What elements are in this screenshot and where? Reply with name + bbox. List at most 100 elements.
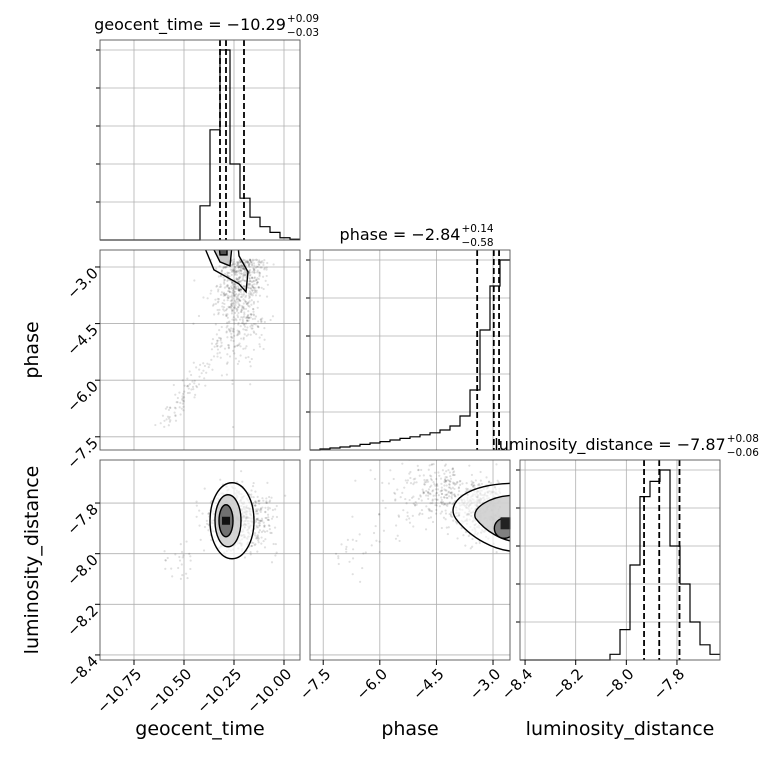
scatter-point <box>232 302 235 305</box>
scatter-point <box>250 493 253 496</box>
scatter-point <box>237 285 240 288</box>
scatter-point <box>253 271 256 274</box>
scatter-point <box>243 323 246 327</box>
scatter-point <box>173 406 177 409</box>
scatter-point <box>189 555 192 558</box>
scatter-point <box>254 289 257 292</box>
scatter-point <box>264 506 267 509</box>
scatter-point <box>243 322 246 325</box>
scatter-point <box>470 480 473 483</box>
scatter-point <box>230 302 234 305</box>
scatter-point <box>257 499 260 502</box>
scatter-point <box>216 341 219 345</box>
scatter-point <box>440 489 444 492</box>
scatter-point <box>245 334 248 337</box>
scatter-point <box>224 294 227 297</box>
scatter-point <box>235 273 238 276</box>
scatter-point <box>246 261 249 265</box>
scatter-point <box>257 320 260 323</box>
scatter-point <box>387 482 391 485</box>
scatter-point <box>203 487 206 490</box>
scatter-point <box>440 482 443 485</box>
scatter-point <box>427 494 430 497</box>
scatter-point <box>431 502 434 505</box>
scatter-point <box>227 328 231 331</box>
scatter-point <box>432 462 435 466</box>
scatter-point <box>227 321 230 324</box>
scatter-point <box>250 299 253 302</box>
scatter-point <box>178 406 181 409</box>
scatter-point <box>180 550 184 554</box>
scatter-point <box>187 384 190 387</box>
scatter-point <box>263 320 266 324</box>
scatter-point <box>409 476 412 480</box>
scatter-point <box>452 519 455 522</box>
scatter-point <box>237 360 241 363</box>
scatter-point <box>444 479 447 482</box>
scatter-point <box>495 551 498 554</box>
scatter-point <box>188 370 191 373</box>
scatter-point <box>220 291 224 294</box>
scatter-point <box>237 281 241 284</box>
scatter-point <box>230 281 234 284</box>
scatter-point <box>240 308 243 312</box>
scatter-point <box>238 318 242 321</box>
scatter-point <box>226 273 229 276</box>
scatter-point <box>241 265 245 268</box>
scatter-point <box>440 496 443 499</box>
scatter-point <box>473 484 476 487</box>
scatter-point <box>226 284 229 287</box>
scatter-point <box>238 303 241 307</box>
scatter-point <box>384 506 387 510</box>
scatter-point <box>257 526 260 529</box>
scatter-point <box>250 541 253 544</box>
scatter-point <box>467 534 470 538</box>
scatter-point <box>260 508 263 512</box>
scatter-point <box>218 351 221 354</box>
scatter-point <box>228 290 232 294</box>
y-tick-label: −8.2 <box>63 601 101 639</box>
scatter-point <box>199 538 202 541</box>
scatter-point <box>204 384 207 387</box>
scatter-point <box>256 306 259 309</box>
scatter-point <box>452 467 455 471</box>
scatter-point <box>254 532 257 535</box>
scatter-point <box>216 297 219 300</box>
scatter-point <box>253 269 256 272</box>
scatter-point <box>447 486 451 489</box>
scatter-point <box>256 265 260 268</box>
scatter-point <box>201 512 204 515</box>
scatter-point <box>253 288 256 292</box>
scatter-point <box>230 305 233 308</box>
scatter-point <box>445 476 449 479</box>
scatter-point <box>258 519 261 522</box>
scatter-point <box>233 299 237 302</box>
scatter-point <box>237 266 241 269</box>
scatter-point <box>233 269 237 272</box>
scatter-point <box>164 407 168 410</box>
scatter-point <box>219 274 222 277</box>
scatter-point <box>258 275 261 278</box>
scatter-point <box>256 536 260 539</box>
scatter-point <box>226 265 229 268</box>
scatter-point <box>448 512 451 516</box>
density-peak <box>222 516 230 525</box>
scatter-point <box>252 262 256 265</box>
scatter-point <box>238 332 241 335</box>
scatter-point <box>247 310 250 313</box>
scatter-point <box>267 506 270 509</box>
scatter-point <box>248 274 252 277</box>
scatter-point <box>274 508 277 511</box>
scatter-point <box>455 522 459 525</box>
scatter-point <box>208 363 211 366</box>
scatter-point <box>381 499 385 502</box>
scatter-point <box>453 487 456 491</box>
scatter-point <box>229 329 232 332</box>
scatter-point <box>435 501 438 505</box>
scatter-point <box>234 311 237 314</box>
scatter-point <box>459 483 462 486</box>
scatter-point <box>242 258 245 261</box>
scatter-point <box>450 497 453 500</box>
scatter-point <box>464 531 468 534</box>
scatter-point <box>241 316 244 319</box>
